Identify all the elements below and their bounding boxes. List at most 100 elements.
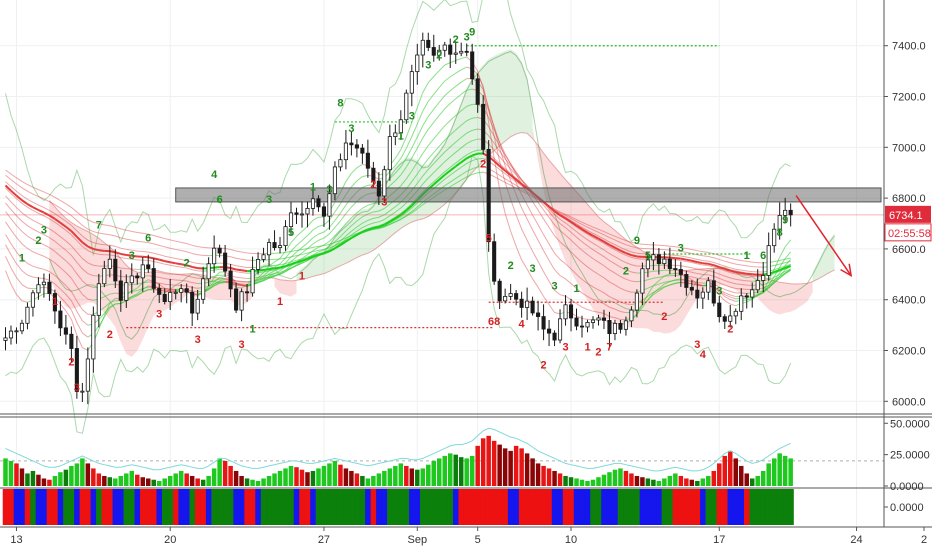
state-cell xyxy=(8,489,14,525)
sequential-count: 6 xyxy=(145,232,151,244)
state-cell xyxy=(360,489,366,525)
candle-body xyxy=(416,55,419,72)
osc-bar xyxy=(250,480,254,486)
ma-ribbon-seg xyxy=(82,333,87,337)
state-cell xyxy=(211,489,217,525)
state-cell xyxy=(502,489,508,525)
ma-ribbon-seg xyxy=(236,251,241,252)
osc-bar xyxy=(157,481,161,486)
state-cell xyxy=(755,489,761,525)
osc-bar xyxy=(646,478,650,486)
osc-bar xyxy=(497,445,501,486)
state-cell xyxy=(420,489,426,525)
candle-body xyxy=(92,315,95,359)
ma-ribbon-seg xyxy=(785,258,790,259)
osc-bar xyxy=(223,461,227,486)
state-cell xyxy=(217,489,223,525)
state-cell xyxy=(343,489,349,525)
candle-body xyxy=(558,319,561,340)
osc-bar xyxy=(569,477,573,486)
state-cell xyxy=(678,489,684,525)
candle-body xyxy=(86,359,89,391)
osc-bar xyxy=(563,476,567,486)
ma-ribbon-seg xyxy=(165,264,170,265)
ma-ribbon-seg xyxy=(33,229,38,232)
ma-ribbon-seg xyxy=(77,311,82,320)
osc-bar xyxy=(481,438,485,486)
candle-body xyxy=(240,292,243,310)
state-cell xyxy=(415,489,421,525)
candle-body xyxy=(454,53,457,54)
candle-body xyxy=(410,72,413,93)
candle-body xyxy=(377,181,380,196)
ma-ribbon-seg xyxy=(544,235,549,244)
candle-body xyxy=(701,292,704,298)
ma-ribbon-seg xyxy=(697,255,702,256)
state-cell xyxy=(771,489,777,525)
candle-body xyxy=(729,316,732,321)
osc-bar xyxy=(344,468,348,486)
state-cell xyxy=(524,489,530,525)
ma-ribbon-seg xyxy=(242,284,247,285)
candle-body xyxy=(42,282,45,285)
ma-ribbon-seg xyxy=(143,252,148,253)
ma-ribbon-seg xyxy=(318,232,323,234)
state-cell xyxy=(480,489,486,525)
sequential-count: 3 xyxy=(326,184,332,196)
ma-ribbon-seg xyxy=(675,260,680,261)
candle-body xyxy=(591,320,594,322)
ma-ribbon-seg xyxy=(16,184,21,188)
state-cell xyxy=(453,489,459,525)
ma-ribbon-seg xyxy=(154,261,159,262)
candle-body xyxy=(234,289,237,310)
ma-ribbon-seg xyxy=(692,249,697,250)
ma-ribbon-seg xyxy=(16,237,21,243)
ma-ribbon-seg xyxy=(417,138,422,148)
last-price-label: 6734.1 xyxy=(889,210,923,222)
ma-ribbon-seg xyxy=(82,310,87,315)
sequential-count: 3 xyxy=(156,308,162,320)
ma-ribbon-seg xyxy=(181,242,186,243)
ma-ribbon-seg xyxy=(220,281,225,282)
ma-slow-seg xyxy=(747,274,752,275)
ma-ribbon-seg xyxy=(505,213,510,231)
osc-bar xyxy=(130,471,134,486)
osc-bar xyxy=(750,478,754,486)
state-cell xyxy=(689,489,695,525)
ma-ribbon-seg xyxy=(329,220,334,227)
osc-bar xyxy=(783,456,787,486)
ma-ribbon-seg xyxy=(445,63,450,65)
ma-ribbon-seg xyxy=(44,192,49,195)
state-cell xyxy=(30,489,36,525)
ma-ribbon-seg xyxy=(456,82,461,86)
ma-ribbon-seg xyxy=(16,226,21,232)
ma-ribbon-seg xyxy=(231,250,236,251)
state-cell xyxy=(513,489,519,525)
ma-ribbon-seg xyxy=(296,254,301,255)
ma-slow-seg xyxy=(121,254,126,255)
osc-bar xyxy=(635,476,639,486)
cloud-seg xyxy=(49,201,55,290)
state-cell xyxy=(195,489,201,525)
state-cell xyxy=(431,489,437,525)
osc-bar xyxy=(519,448,523,486)
ma-ribbon-seg xyxy=(785,240,790,247)
ma-ribbon-seg xyxy=(49,194,54,197)
ma-ribbon-seg xyxy=(511,164,516,172)
ma-ribbon-seg xyxy=(686,257,691,258)
ma-ribbon-seg xyxy=(137,232,142,233)
ma-ribbon-seg xyxy=(692,268,697,269)
cloud-seg xyxy=(505,49,511,141)
state-cell xyxy=(233,489,239,525)
sequential-count: 2 xyxy=(508,260,514,272)
osc-bar xyxy=(701,478,705,486)
ma-slow-seg xyxy=(269,268,274,269)
candle-body xyxy=(652,255,655,260)
state-cell xyxy=(574,489,580,525)
state-cell xyxy=(96,489,102,525)
ma-ribbon-seg xyxy=(725,301,730,304)
ma-slow-seg xyxy=(318,253,323,254)
ma-ribbon-seg xyxy=(22,196,27,200)
ma-slow-seg xyxy=(214,267,219,268)
